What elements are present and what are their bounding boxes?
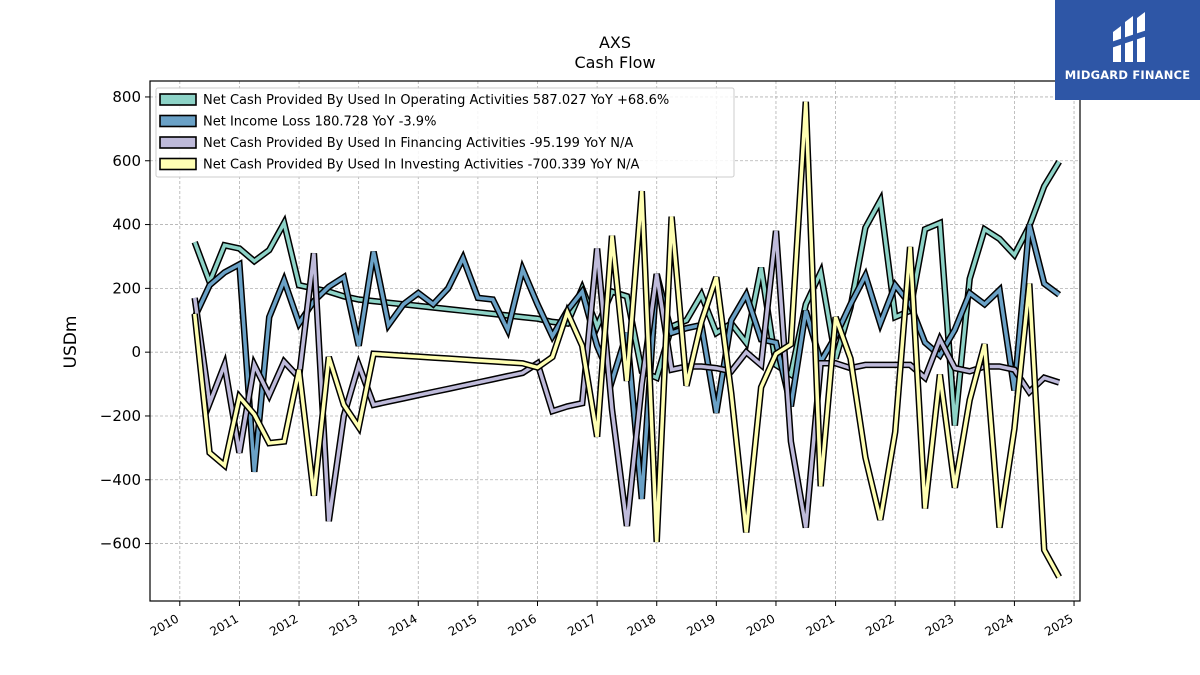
legend-label: Net Cash Provided By Used In Operating A… xyxy=(203,93,669,108)
y-tick-label: −200 xyxy=(100,407,141,425)
y-tick-label: 600 xyxy=(112,152,141,170)
x-tick-label: 2021 xyxy=(804,611,837,638)
x-axis-ticks: 2010 2011 2012 2013 2014 2015 2016 2017 2018 2019… xyxy=(148,601,1076,639)
x-tick-label: 2015 xyxy=(446,611,479,638)
x-tick-label: 2023 xyxy=(923,611,956,638)
legend-box xyxy=(155,87,735,178)
legend-label: Net Cash Provided By Used In Investing A… xyxy=(203,158,640,173)
y-tick-label: 400 xyxy=(112,216,141,234)
y-axis-label: USDm xyxy=(61,316,81,369)
plot-frame xyxy=(149,80,1081,602)
legend-label: Net Income Loss 180.728 YoY -3.9% xyxy=(203,115,436,130)
x-tick-label: 2018 xyxy=(625,611,658,638)
x-tick-label: 2011 xyxy=(207,611,240,638)
y-tick-label: 200 xyxy=(112,279,141,297)
legend-swatch xyxy=(159,114,197,128)
legend: Net Cash Provided By Used In Operating A… xyxy=(155,87,735,178)
x-tick-label: 2016 xyxy=(506,611,539,638)
y-tick-label: 800 xyxy=(112,88,141,106)
x-tick-label: 2022 xyxy=(863,611,896,638)
chart-title: AXS xyxy=(598,33,632,52)
chart-subtitle: Cash Flow xyxy=(574,53,656,72)
midgard-logo-icon xyxy=(1111,12,1147,62)
x-tick-label: 2024 xyxy=(982,611,1015,638)
y-tick-label: 0 xyxy=(131,343,141,361)
series-line-3 xyxy=(192,101,1061,578)
x-tick-label: 2020 xyxy=(744,611,777,638)
y-axis-ticks: 800 600 400 200 0 −200 −400 −600 xyxy=(100,88,150,553)
legend-swatch xyxy=(159,136,197,149)
legend-swatch xyxy=(159,157,197,171)
brand-name: MIDGARD FINANCE xyxy=(1064,68,1191,82)
y-tick-label: −400 xyxy=(100,471,141,489)
series-lines xyxy=(191,101,1062,579)
x-tick-label: 2014 xyxy=(386,611,419,638)
x-tick-label: 2010 xyxy=(148,611,181,638)
x-tick-label: 2019 xyxy=(684,611,717,638)
legend-swatch xyxy=(159,93,197,106)
x-tick-label: 2013 xyxy=(327,611,360,638)
y-tick-label: −600 xyxy=(100,535,141,553)
brand-logo: MIDGARD FINANCE xyxy=(1055,0,1200,100)
x-tick-label: 2017 xyxy=(565,611,598,638)
x-tick-label: 2025 xyxy=(1042,611,1075,638)
x-tick-label: 2012 xyxy=(267,611,300,638)
legend-label: Net Cash Provided By Used In Financing A… xyxy=(203,136,633,151)
